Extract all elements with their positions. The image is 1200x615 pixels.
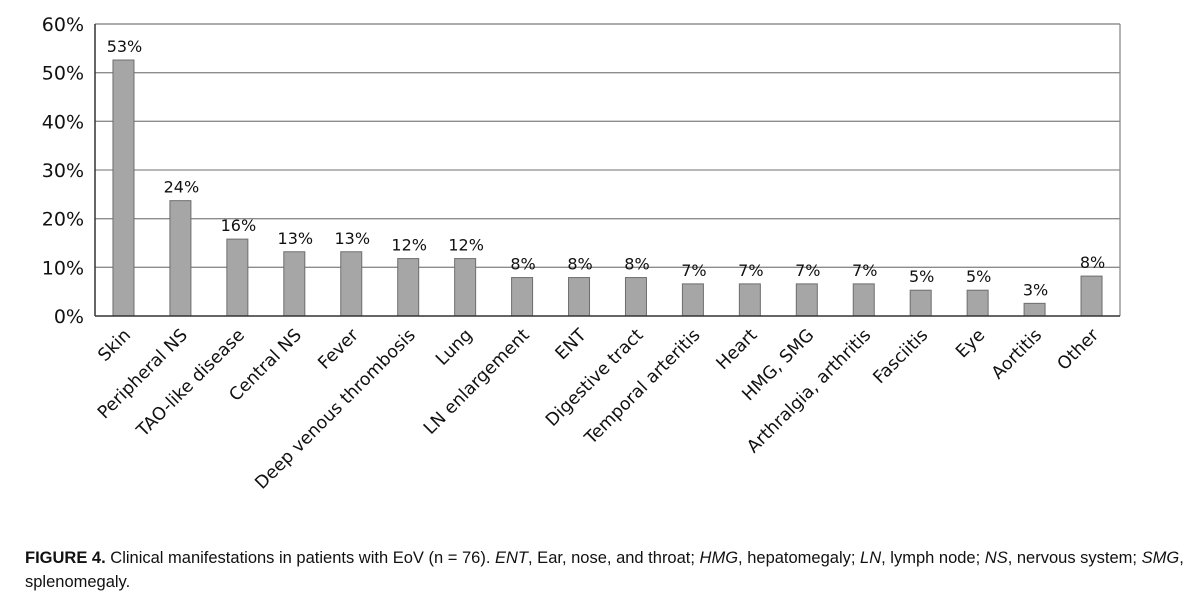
- x-category-label: Heart: [713, 325, 762, 374]
- figure-label: FIGURE 4.: [25, 549, 106, 567]
- data-label: 5%: [909, 267, 934, 286]
- bar-fever: [340, 251, 363, 317]
- bar-deep-venous-thrombosis: [397, 258, 420, 317]
- y-tick-label: 40%: [42, 111, 84, 133]
- data-labels: 53% 24% 16% 13% 13% 12% 12% 8% 8% 8% 7% 7% 7% 7% 5% 5% 3…: [107, 37, 1106, 299]
- x-category-label: Aortitis: [988, 325, 1046, 383]
- bar-heart: [738, 283, 761, 317]
- data-label: 12%: [448, 236, 484, 255]
- data-label: 7%: [852, 261, 877, 280]
- data-label: 3%: [1023, 280, 1048, 299]
- bar-ln-enlargement: [511, 277, 534, 317]
- bar-lung: [454, 258, 477, 317]
- x-category-label: Eye: [952, 325, 989, 362]
- data-label: 13%: [334, 229, 370, 248]
- data-label: 12%: [391, 236, 427, 255]
- bar-central-ns: [283, 251, 306, 317]
- bars: [112, 59, 1103, 317]
- x-category-label: LN enlargement: [420, 325, 534, 439]
- bar-ent: [568, 277, 591, 317]
- x-category-label: Other: [1054, 325, 1104, 375]
- data-label: 5%: [966, 267, 991, 286]
- y-tick-label: 20%: [42, 209, 84, 231]
- bar-skin: [112, 59, 135, 317]
- bar-aortitis: [1023, 302, 1046, 317]
- caption-abbreviation: LN: [860, 549, 882, 567]
- bar-peripheral-ns: [169, 200, 192, 317]
- x-category-label: Fasciitis: [870, 325, 933, 388]
- caption-segment: , splenomegaly.: [25, 549, 1184, 591]
- data-label: 24%: [164, 178, 200, 197]
- bar-hmg-smg: [795, 283, 818, 317]
- caption-abbreviation: NS: [984, 549, 1008, 567]
- plot-frame: [94, 23, 1121, 317]
- x-category-label: Lung: [432, 325, 476, 369]
- caption-text: Clinical manifestations in patients with…: [25, 549, 1184, 591]
- caption-abbreviation: HMG: [699, 549, 739, 567]
- x-category-label: TAO-like disease: [133, 325, 249, 441]
- caption-segment: , Ear, nose, and throat;: [528, 549, 700, 567]
- x-category-label: Digestive tract: [542, 325, 647, 430]
- data-label: 8%: [1080, 253, 1105, 272]
- caption-abbreviation: ENT: [495, 549, 529, 567]
- data-label: 53%: [107, 37, 143, 56]
- y-tick-label: 10%: [42, 257, 84, 279]
- y-tick-label: 0%: [54, 306, 84, 328]
- data-label: 8%: [567, 255, 592, 274]
- bar-arthralgia-arthritis: [852, 283, 875, 317]
- data-label: 7%: [795, 261, 820, 280]
- data-label: 7%: [738, 261, 763, 280]
- caption-segment: , lymph node;: [881, 549, 985, 567]
- y-tick-label: 50%: [42, 63, 84, 85]
- caption-segment: , hepatomegaly;: [738, 549, 861, 567]
- data-label: 7%: [681, 261, 706, 280]
- bar-eye: [966, 289, 989, 317]
- figure-caption: FIGURE 4. Clinical manifestations in pat…: [25, 546, 1185, 594]
- bar-fasciitis: [909, 289, 932, 317]
- bar-chart: 0% 10% 20% 30% 40% 50% 60% 53% 24% 16% 13% 13% 12% 1…: [42, 14, 1121, 494]
- data-label: 13%: [278, 229, 314, 248]
- caption-segment: Clinical manifestations in patients with…: [105, 549, 496, 567]
- caption-segment: , nervous system;: [1007, 549, 1142, 567]
- bar-tao-like-disease: [226, 238, 249, 317]
- x-category-label: ENT: [552, 325, 591, 364]
- y-tick-label: 30%: [42, 160, 84, 182]
- y-axis-tick-labels: 0% 10% 20% 30% 40% 50% 60%: [42, 14, 84, 328]
- x-category-label: Fever: [315, 325, 364, 374]
- data-label: 8%: [510, 255, 535, 274]
- caption-abbreviation: SMG: [1141, 549, 1180, 567]
- y-tick-label: 60%: [42, 14, 84, 36]
- bar-other: [1080, 275, 1103, 317]
- bar-digestive-tract: [624, 277, 647, 317]
- data-label: 16%: [221, 216, 257, 235]
- data-label: 8%: [624, 255, 649, 274]
- x-category-label: Skin: [95, 325, 135, 365]
- bar-temporal-arteritis: [681, 283, 704, 317]
